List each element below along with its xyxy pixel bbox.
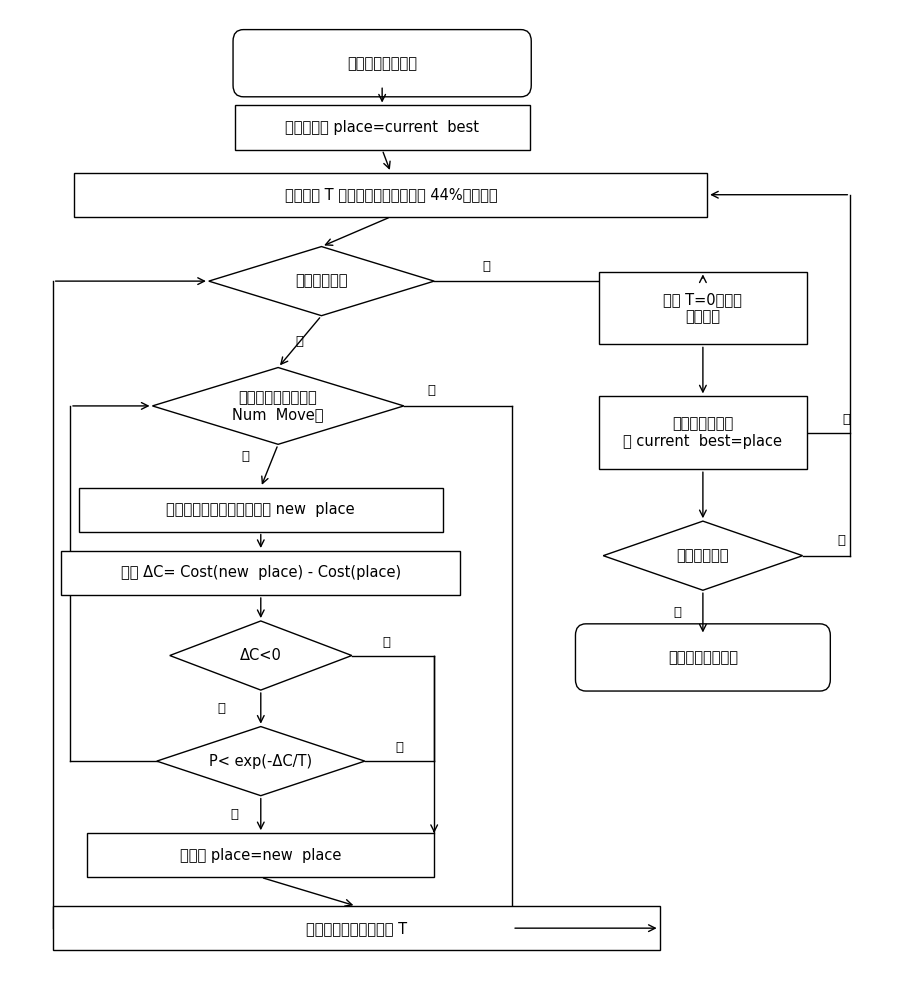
Polygon shape <box>208 247 434 316</box>
Text: 计算 ΔC= Cost(new  place) - Cost(place): 计算 ΔC= Cost(new place) - Cost(place) <box>121 565 400 580</box>
Text: 模拟回火方法结束: 模拟回火方法结束 <box>667 650 737 665</box>
Text: 模拟回火方法开始: 模拟回火方法开始 <box>346 56 417 71</box>
Polygon shape <box>157 727 364 796</box>
Text: P< exp(-ΔC/T): P< exp(-ΔC/T) <box>209 754 312 769</box>
Text: 是: 是 <box>427 384 435 397</box>
Text: 否: 否 <box>296 335 303 348</box>
Polygon shape <box>152 368 403 444</box>
Bar <box>78 488 442 532</box>
Text: 搜索达到上限: 搜索达到上限 <box>676 548 728 563</box>
Text: 接受解 place=new  place: 接受解 place=new place <box>179 848 341 863</box>
Polygon shape <box>603 521 802 590</box>
Text: 否: 否 <box>841 413 849 426</box>
Bar <box>235 105 529 150</box>
Bar <box>87 833 434 877</box>
Text: 内循环迭代次数达到
Num  Move次: 内循环迭代次数达到 Num Move次 <box>232 390 324 422</box>
Bar <box>52 906 658 950</box>
Text: 是: 是 <box>382 636 390 649</box>
Text: 设置 T=0，局部
优化搜索: 设置 T=0，局部 优化搜索 <box>663 292 741 324</box>
Text: 设置布局为 place=current  best: 设置布局为 place=current best <box>285 120 479 135</box>
Text: 是: 是 <box>672 606 680 619</box>
Text: 否: 否 <box>241 450 249 463</box>
Text: 设置温度 T 为上一阶段解接受率为 44%时的温度: 设置温度 T 为上一阶段解接受率为 44%时的温度 <box>284 187 497 202</box>
Bar <box>74 173 706 217</box>
Bar <box>598 396 806 469</box>
Text: 达到冰点温度: 达到冰点温度 <box>295 274 347 289</box>
Polygon shape <box>170 621 352 690</box>
Text: ΔC<0: ΔC<0 <box>240 648 281 663</box>
Text: 否: 否 <box>837 534 844 547</box>
Text: 否: 否 <box>217 702 226 715</box>
Text: 是: 是 <box>395 741 403 754</box>
Text: 否: 否 <box>231 808 238 821</box>
Text: 随机调整布局，产生领域解 new  place: 随机调整布局，产生领域解 new place <box>166 502 354 517</box>
Text: 根据回火方法更新温度 T: 根据回火方法更新温度 T <box>305 921 406 936</box>
Text: 如果当前解更优
则 current  best=place: 如果当前解更优 则 current best=place <box>622 417 781 449</box>
FancyBboxPatch shape <box>233 30 530 97</box>
Bar <box>598 272 806 344</box>
Bar <box>61 551 460 595</box>
Text: 是: 是 <box>482 260 490 273</box>
FancyBboxPatch shape <box>575 624 830 691</box>
